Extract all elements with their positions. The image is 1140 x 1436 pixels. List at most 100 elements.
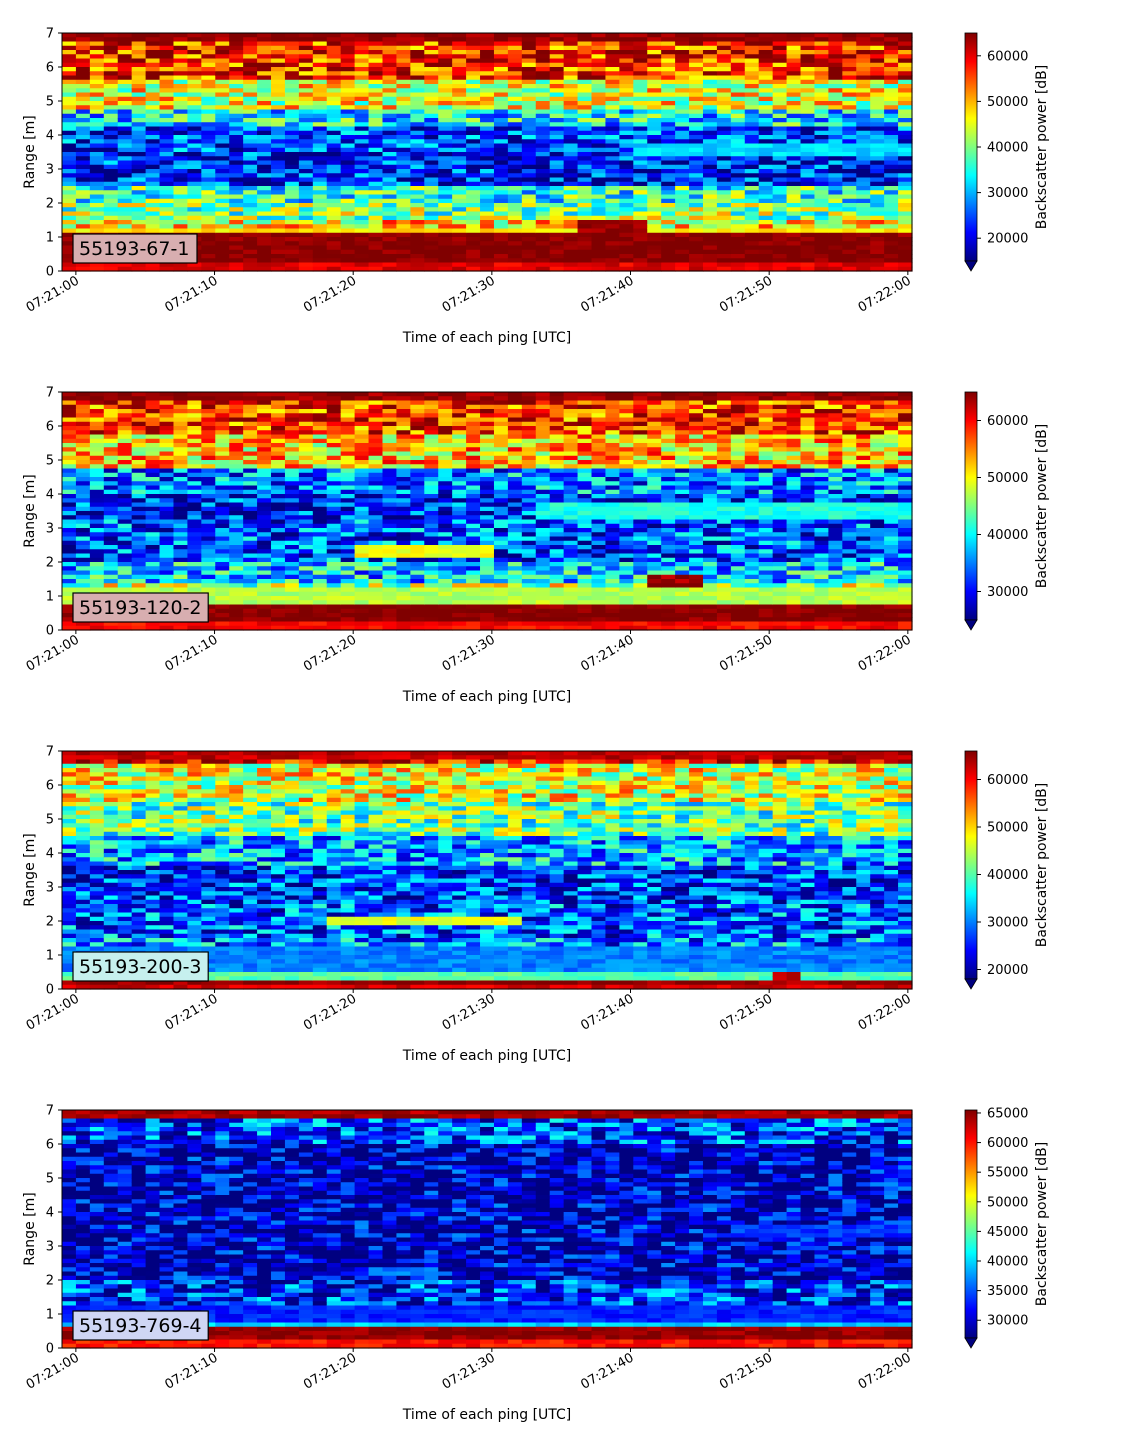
heatmap-cell	[549, 194, 565, 200]
heatmap-cell	[675, 135, 690, 140]
heatmap-cell	[368, 71, 384, 77]
heatmap-cell	[438, 455, 453, 461]
heatmap-cell	[145, 58, 161, 64]
heatmap-cell	[870, 207, 885, 213]
heatmap-cell	[856, 194, 871, 200]
heatmap-cell	[326, 532, 342, 538]
heatmap-cell	[898, 71, 913, 77]
heatmap-cell	[424, 143, 439, 149]
heatmap-cell	[410, 224, 425, 230]
heatmap-cell	[62, 198, 77, 204]
heatmap-cell	[271, 417, 286, 423]
heatmap-cell	[229, 75, 244, 81]
heatmap-cell	[75, 545, 91, 550]
heatmap-cell	[856, 211, 871, 217]
heatmap-cell	[466, 105, 481, 111]
heatmap-cell	[229, 258, 244, 264]
heatmap-cell	[466, 203, 481, 208]
heatmap-cell	[702, 96, 718, 102]
heatmap-cell	[800, 101, 816, 106]
heatmap-cell	[340, 245, 356, 251]
heatmap-cell	[159, 451, 175, 457]
heatmap-cell	[75, 451, 91, 457]
heatmap-cell	[368, 130, 384, 136]
heatmap-cell	[758, 75, 774, 81]
heatmap-cell	[75, 135, 91, 140]
heatmap-cell	[229, 186, 244, 191]
heatmap-cell	[786, 224, 802, 230]
heatmap-cell	[633, 190, 648, 196]
heatmap-cell	[480, 147, 495, 153]
heatmap-cell	[577, 181, 593, 187]
heatmap-cell	[647, 207, 662, 213]
heatmap-cell	[424, 617, 439, 623]
heatmap-cell	[577, 266, 593, 272]
heatmap-cell	[493, 254, 509, 259]
heatmap-cell	[493, 109, 509, 115]
heatmap-cell	[689, 181, 704, 187]
heatmap-cell	[340, 434, 356, 440]
heatmap-cell	[271, 113, 286, 119]
heatmap-cell	[243, 528, 258, 533]
heatmap-cell	[382, 434, 398, 440]
heatmap-cell	[117, 515, 133, 521]
heatmap-cell	[438, 392, 453, 397]
heatmap-cell	[326, 392, 342, 397]
heatmap-cell	[229, 249, 244, 255]
heatmap-cell	[173, 443, 189, 448]
heatmap-cell	[298, 596, 314, 601]
heatmap-cell	[229, 532, 244, 538]
heatmap-cell	[507, 79, 523, 85]
heatmap-cell	[89, 409, 105, 414]
heatmap-cell	[229, 190, 244, 196]
heatmap-cell	[563, 147, 579, 153]
heatmap-cell	[201, 404, 216, 410]
heatmap-cell	[772, 41, 788, 47]
heatmap-cell	[340, 417, 356, 423]
heatmap-cell	[493, 92, 509, 98]
heatmap-cell	[452, 139, 467, 145]
heatmap-cell	[298, 430, 314, 436]
heatmap-cell	[535, 118, 551, 123]
heatmap-cell	[298, 194, 314, 200]
heatmap-cell	[271, 523, 286, 529]
heatmap-cell	[298, 254, 314, 259]
heatmap-cell	[410, 249, 425, 255]
heatmap-cell	[758, 181, 774, 187]
heatmap-cell	[159, 553, 175, 559]
heatmap-cell	[382, 262, 398, 268]
heatmap-cell	[744, 173, 760, 179]
heatmap-cell	[326, 211, 342, 217]
heatmap-cell	[814, 71, 829, 77]
heatmap-cell	[716, 164, 732, 170]
heatmap-cell	[159, 481, 175, 487]
heatmap-cell	[340, 101, 356, 106]
heatmap-cell	[243, 266, 258, 272]
heatmap-cell	[298, 400, 314, 406]
heatmap-cell	[340, 198, 356, 204]
heatmap-cell	[75, 532, 91, 538]
heatmap-cell	[243, 198, 258, 204]
heatmap-cell	[131, 194, 147, 200]
x-tick-label: 07:21:10	[162, 273, 220, 315]
heatmap-cell	[898, 147, 913, 153]
heatmap-cell	[438, 143, 453, 149]
heatmap-cell	[62, 506, 77, 512]
heatmap-cell	[271, 186, 286, 191]
heatmap-cell	[619, 177, 634, 183]
heatmap-cell	[563, 181, 579, 187]
heatmap-cell	[410, 71, 425, 77]
heatmap-cell	[507, 160, 523, 166]
heatmap-cell	[744, 241, 760, 247]
heatmap-cell	[842, 224, 857, 230]
heatmap-cell	[521, 207, 537, 213]
heatmap-cell	[535, 126, 551, 132]
heatmap-cell	[605, 254, 620, 259]
heatmap-cell	[716, 135, 732, 140]
heatmap-cell	[257, 79, 272, 85]
heatmap-cell	[173, 451, 189, 457]
heatmap-cell	[340, 92, 356, 98]
heatmap-cell	[326, 113, 342, 119]
heatmap-cell	[577, 169, 593, 174]
